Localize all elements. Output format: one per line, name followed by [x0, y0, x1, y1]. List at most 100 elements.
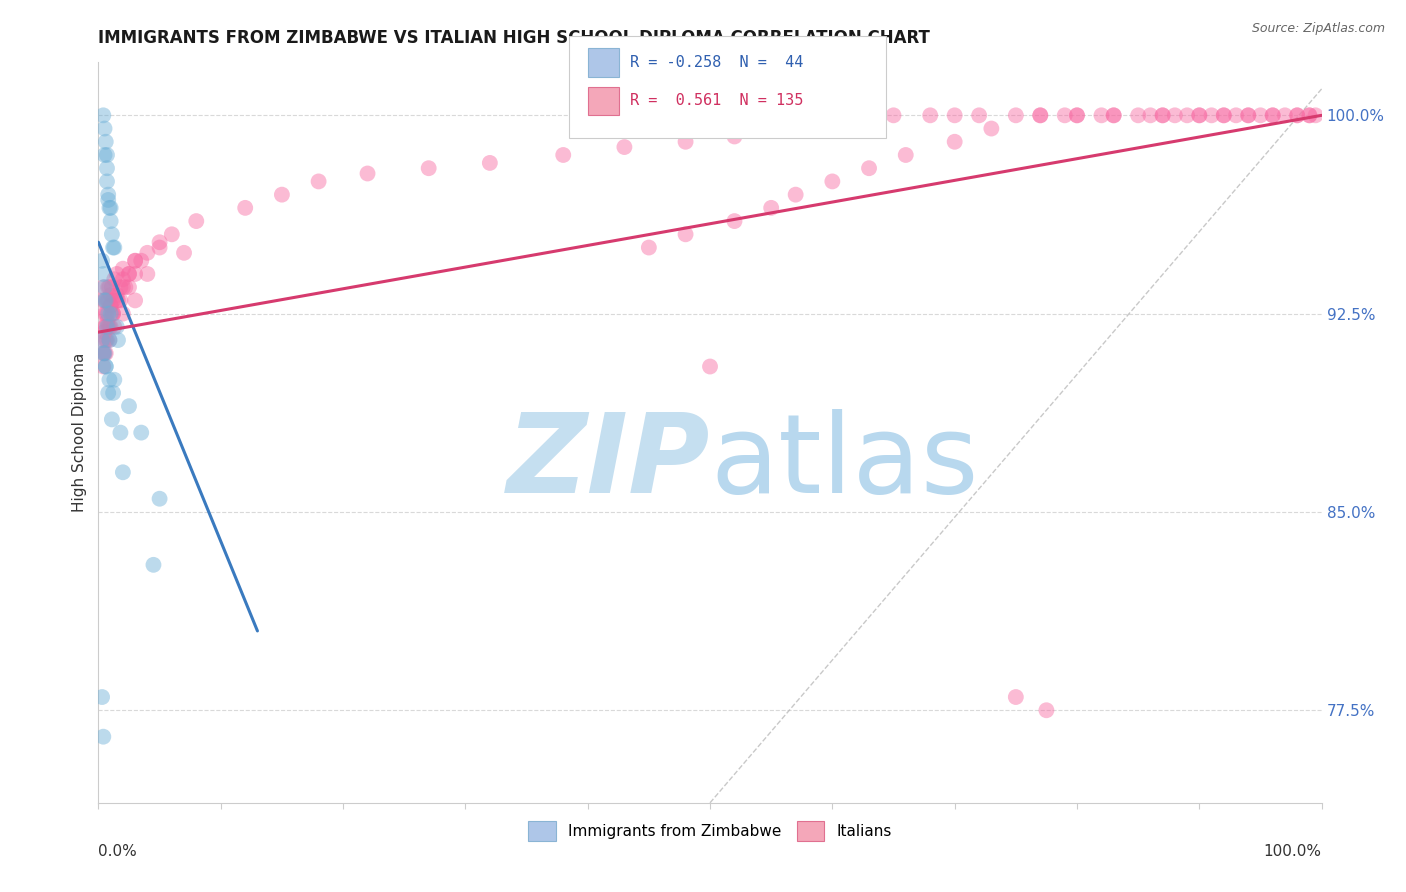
Point	[1053, 108, 1076, 122]
Point	[1128, 108, 1150, 122]
Point	[118, 399, 141, 413]
Point	[100, 319, 122, 334]
Point	[98, 373, 121, 387]
Point	[101, 241, 124, 255]
Point	[118, 267, 141, 281]
Point	[980, 121, 1002, 136]
Point	[94, 135, 117, 149]
Point	[91, 108, 114, 122]
Point	[91, 333, 114, 347]
Point	[97, 187, 120, 202]
Point	[91, 293, 114, 308]
Point	[1090, 108, 1112, 122]
Point	[149, 235, 172, 250]
Point	[98, 319, 121, 334]
Point	[93, 325, 115, 339]
Point	[858, 161, 880, 176]
Point	[308, 174, 330, 188]
Legend: Immigrants from Zimbabwe, Italians: Immigrants from Zimbabwe, Italians	[522, 815, 898, 847]
Text: 100.0%: 100.0%	[1264, 844, 1322, 858]
Point	[93, 293, 115, 308]
Point	[149, 241, 172, 255]
Point	[943, 108, 966, 122]
Point	[883, 108, 905, 122]
Point	[101, 280, 124, 294]
Point	[97, 307, 120, 321]
Point	[93, 293, 115, 308]
Point	[1152, 108, 1174, 122]
Point	[93, 346, 115, 360]
Point	[118, 280, 141, 294]
Point	[124, 293, 146, 308]
Point	[103, 272, 125, 286]
Point	[1250, 108, 1272, 122]
Point	[91, 730, 114, 744]
Point	[124, 253, 146, 268]
Point	[110, 280, 132, 294]
Point	[1305, 108, 1327, 122]
Point	[91, 280, 114, 294]
Point	[1152, 108, 1174, 122]
Point	[1274, 108, 1296, 122]
Point	[1102, 108, 1125, 122]
Point	[101, 293, 124, 308]
Point	[97, 293, 120, 308]
Point	[96, 314, 118, 328]
Point	[103, 373, 125, 387]
Point	[1201, 108, 1223, 122]
Point	[142, 558, 165, 572]
Point	[1004, 108, 1026, 122]
Point	[105, 267, 128, 281]
Point	[103, 241, 125, 255]
Point	[94, 333, 117, 347]
Point	[270, 187, 294, 202]
Point	[1225, 108, 1247, 122]
Point	[96, 319, 118, 334]
Point	[91, 267, 114, 281]
Point	[1188, 108, 1211, 122]
Point	[96, 307, 118, 321]
Point	[723, 129, 745, 144]
Text: ZIP: ZIP	[506, 409, 710, 516]
Point	[114, 280, 136, 294]
Point	[478, 156, 501, 170]
Point	[100, 201, 122, 215]
Point	[96, 161, 118, 176]
Point	[91, 359, 114, 374]
Point	[101, 307, 124, 321]
Point	[105, 319, 128, 334]
Text: 0.0%: 0.0%	[98, 844, 138, 858]
Point	[97, 319, 120, 334]
Point	[97, 386, 120, 401]
Point	[107, 293, 129, 308]
Point	[118, 267, 141, 281]
Text: IMMIGRANTS FROM ZIMBABWE VS ITALIAN HIGH SCHOOL DIPLOMA CORRELATION CHART: IMMIGRANTS FROM ZIMBABWE VS ITALIAN HIGH…	[98, 29, 931, 47]
Point	[1237, 108, 1260, 122]
Point	[821, 174, 844, 188]
Point	[91, 690, 114, 704]
Point	[356, 167, 378, 181]
Point	[1102, 108, 1125, 122]
Point	[1286, 108, 1309, 122]
Point	[967, 108, 990, 122]
Point	[96, 293, 118, 308]
Point	[98, 333, 121, 347]
Point	[418, 161, 440, 176]
Point	[785, 187, 807, 202]
Point	[894, 148, 917, 162]
Point	[100, 299, 122, 313]
Point	[797, 121, 820, 136]
Point	[1212, 108, 1234, 122]
Point	[699, 359, 721, 374]
Point	[1004, 690, 1026, 704]
Point	[100, 288, 122, 302]
Point	[94, 293, 117, 308]
Point	[111, 261, 134, 276]
Point	[761, 121, 783, 136]
Point	[129, 253, 152, 268]
Point	[136, 267, 159, 281]
Point	[111, 465, 134, 479]
Point	[101, 412, 124, 426]
Point	[94, 307, 117, 321]
Point	[845, 113, 868, 128]
